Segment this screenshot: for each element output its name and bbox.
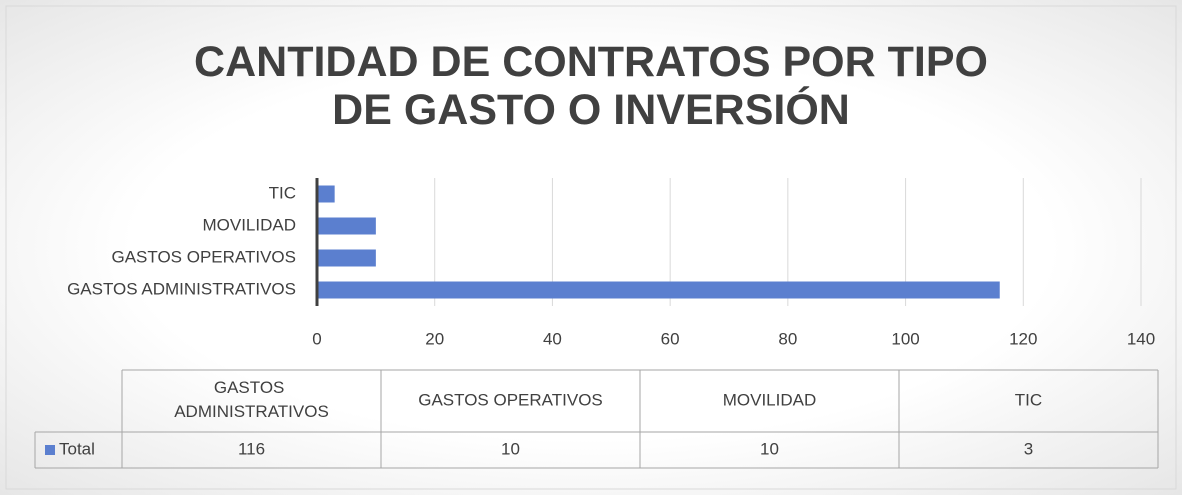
table-header: GASTOS OPERATIVOS <box>418 390 603 409</box>
legend-swatch <box>45 445 55 455</box>
bar <box>317 249 376 267</box>
table-value: 10 <box>760 439 779 458</box>
bar <box>317 217 376 235</box>
x-tick-label: 20 <box>425 329 444 348</box>
x-tick-label: 60 <box>661 329 680 348</box>
y-tick-label: GASTOS OPERATIVOS <box>111 247 296 266</box>
table-header: TIC <box>1015 390 1042 409</box>
table-header: MOVILIDAD <box>723 390 817 409</box>
legend-label: Total <box>59 439 95 458</box>
y-tick-label: GASTOS ADMINISTRATIVOS <box>67 279 296 298</box>
y-tick-label: MOVILIDAD <box>202 215 296 234</box>
chart-border <box>5 5 1177 490</box>
x-tick-label: 100 <box>891 329 919 348</box>
x-tick-label: 140 <box>1127 329 1155 348</box>
x-tick-label: 0 <box>312 329 321 348</box>
x-tick-label: 40 <box>543 329 562 348</box>
chart-title: CANTIDAD DE CONTRATOS POR TIPO DE GASTO … <box>194 38 988 134</box>
table-value: 3 <box>1024 439 1033 458</box>
x-tick-label: 120 <box>1009 329 1037 348</box>
x-tick-label: 80 <box>778 329 797 348</box>
table-value: 116 <box>238 439 265 458</box>
y-tick-label: TIC <box>269 183 296 202</box>
table-value: 10 <box>501 439 520 458</box>
bar <box>317 185 335 203</box>
table-header: GASTOS ADMINISTRATIVOS <box>174 378 329 421</box>
bar <box>317 281 1000 299</box>
